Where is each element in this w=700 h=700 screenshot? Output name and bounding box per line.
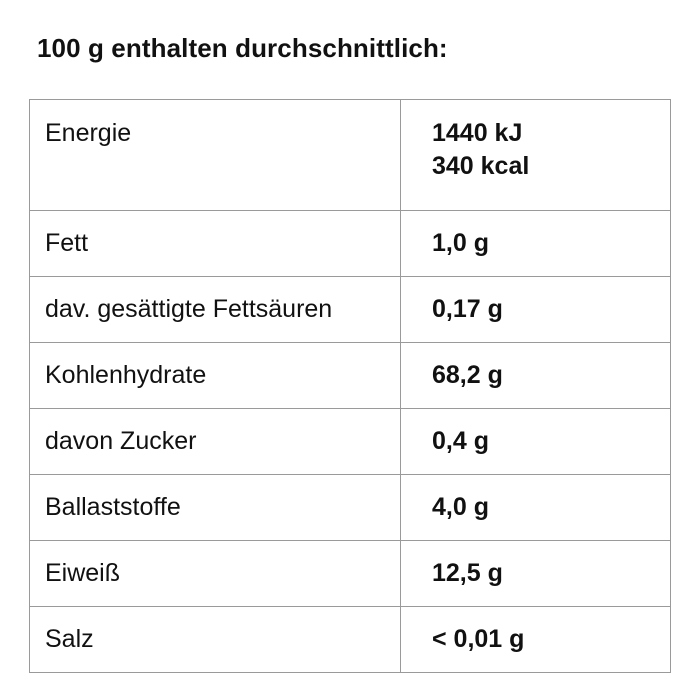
row-label: Eiweiß (29, 540, 401, 607)
row-value-energy: 1440 kJ 340 kcal (400, 99, 671, 211)
row-value: 68,2 g (400, 342, 671, 409)
row-value: 12,5 g (400, 540, 671, 607)
row-value: 4,0 g (400, 474, 671, 541)
table-heading: 100 g enthalten durchschnittlich: (37, 33, 448, 63)
table-row: Fett 1,0 g (29, 210, 671, 277)
row-label: davon Zucker (29, 408, 401, 475)
energy-kcal-value: 340 kcal (432, 152, 530, 180)
table-row: davon Zucker 0,4 g (29, 408, 671, 475)
row-label: Ballaststoffe (29, 474, 401, 541)
row-label: Salz (29, 606, 401, 673)
table-row: Kohlenhydrate 68,2 g (29, 342, 671, 409)
table-row: Salz < 0,01 g (29, 606, 671, 673)
row-label-energy: Energie (29, 99, 401, 211)
row-label: dav. gesättigte Fettsäuren (29, 276, 401, 343)
table-row: Eiweiß 12,5 g (29, 540, 671, 607)
row-value: 1,0 g (400, 210, 671, 277)
energy-kj-value: 1440 kJ (432, 119, 523, 147)
row-label: Fett (29, 210, 401, 277)
table-row: dav. gesättigte Fettsäuren 0,17 g (29, 276, 671, 343)
nutrition-table: Energie 1440 kJ 340 kcal Fett 1,0 g dav.… (29, 99, 671, 673)
row-value: 0,4 g (400, 408, 671, 475)
row-label: Kohlenhydrate (29, 342, 401, 409)
row-value: < 0,01 g (400, 606, 671, 673)
row-value: 0,17 g (400, 276, 671, 343)
table-row-energy: Energie 1440 kJ 340 kcal (29, 99, 671, 211)
table-row: Ballaststoffe 4,0 g (29, 474, 671, 541)
